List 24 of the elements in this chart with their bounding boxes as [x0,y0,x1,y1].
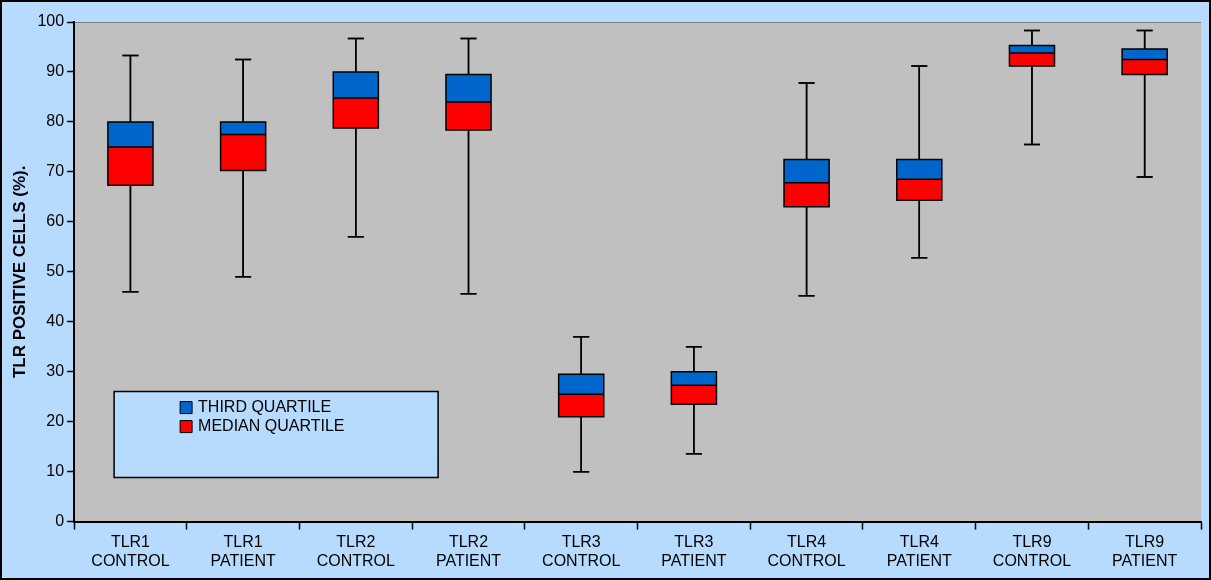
y-tick-label: 70 [46,162,65,180]
y-tick-label: 10 [46,462,65,480]
x-tick-label: TLR9 CONTROL [992,532,1072,569]
x-tick-label: TLR1 PATIENT [210,532,276,569]
legend-label: MEDIAN QUARTILE [198,417,345,435]
y-tick-label: 60 [46,212,65,230]
y-tick-label: 20 [46,412,65,430]
x-tick-label: TLR2 CONTROL [316,532,396,569]
y-tick-label: 30 [46,362,65,380]
y-tick-label: 90 [46,62,65,80]
x-tick-label: TLR2 PATIENT [435,532,502,569]
y-tick-label: 50 [46,262,65,280]
y-tick-label: 40 [46,312,65,330]
x-tick-label: TLR4 CONTROL [767,532,846,569]
x-tick-label: TLR4 PATIENT [886,532,953,569]
y-tick-label: 0 [55,512,65,530]
x-tick-label: TLR9 PATIENT [1112,532,1178,569]
x-tick-label: TLR1 CONTROL [91,532,170,569]
legend-label: THIRD QUARTILE [198,398,332,416]
y-tick-label: 100 [37,12,65,30]
x-tick-label: TLR3 PATIENT [661,532,727,569]
y-axis-title: TLR POSITIVE CELLS (%). [9,165,29,379]
x-tick-label: TLR3 CONTROL [542,532,621,569]
y-tick-label: 80 [46,112,65,130]
